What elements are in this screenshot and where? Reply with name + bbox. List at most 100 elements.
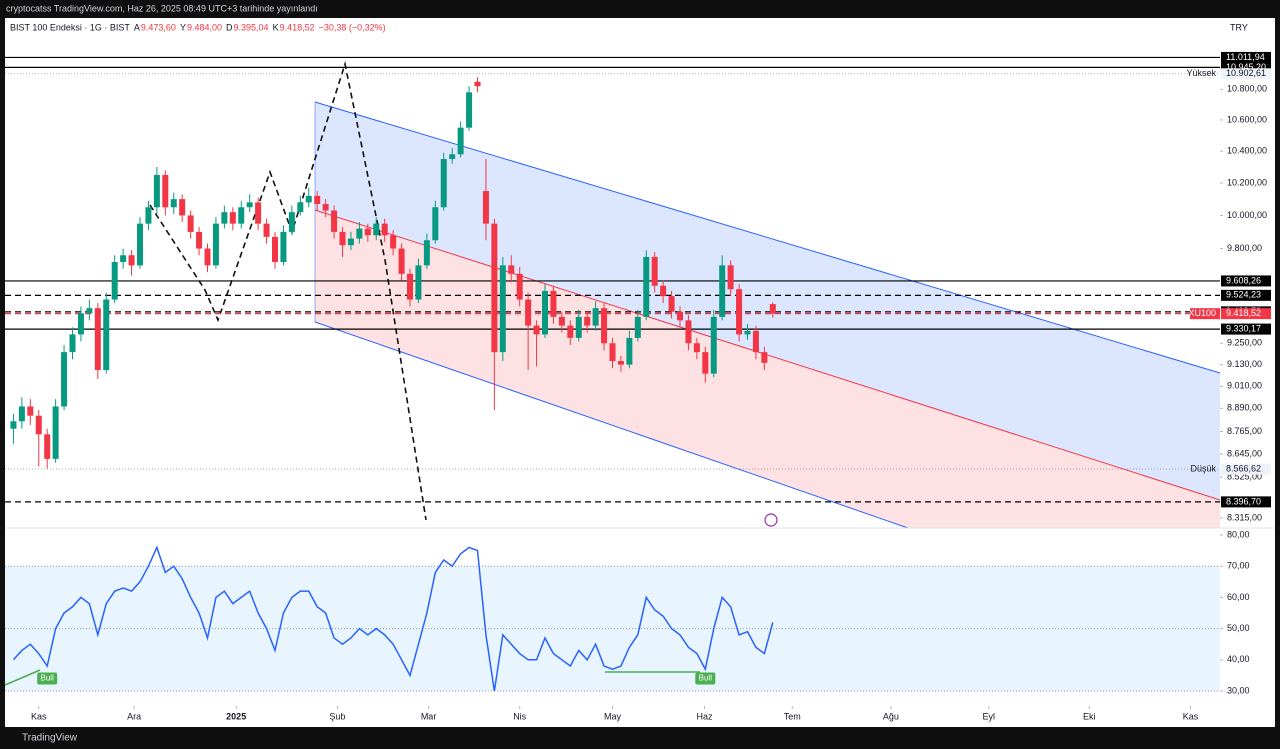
candle-body xyxy=(52,406,59,459)
x-tick-label: Ara xyxy=(127,711,141,721)
y-tick-label: 40,00 xyxy=(1227,654,1250,664)
candle-body xyxy=(466,92,473,128)
candle-body xyxy=(727,265,734,290)
candle-body xyxy=(752,330,759,353)
level-label-box xyxy=(1221,61,1271,73)
y-tick-label: 8.890,00 xyxy=(1227,403,1262,413)
candle-body xyxy=(246,202,253,208)
candle-body xyxy=(61,352,68,407)
level-label: 9.524,23 xyxy=(1226,290,1261,300)
level-tag: XU100 xyxy=(1188,308,1216,318)
candle-body xyxy=(482,191,489,224)
candle-body xyxy=(744,330,751,335)
y-tick-label: 9.250,00 xyxy=(1227,338,1262,348)
candle-body xyxy=(702,352,709,374)
y-tick-label: 9.010,00 xyxy=(1227,381,1262,391)
candle-body xyxy=(314,195,321,205)
candle-body xyxy=(415,265,422,300)
candle-body xyxy=(440,159,447,208)
candle-body xyxy=(153,174,160,208)
candle-body xyxy=(272,236,278,262)
channel-mid xyxy=(314,209,1221,501)
candle-body xyxy=(356,228,363,239)
channel-bottom xyxy=(314,321,909,529)
event-icon[interactable] xyxy=(764,513,778,527)
y-tick-label: 8.765,00 xyxy=(1227,426,1262,436)
candle-body xyxy=(94,308,101,371)
candle-body xyxy=(491,223,498,353)
candle-body xyxy=(255,202,262,224)
level-label-box xyxy=(1221,51,1271,63)
channel-top xyxy=(314,101,1221,374)
candle-body xyxy=(601,308,608,344)
candle-body xyxy=(128,255,135,266)
ohlc-key: Y xyxy=(180,22,186,32)
candle-body xyxy=(364,228,371,236)
y-tick-label: 10.200,00 xyxy=(1227,177,1267,187)
x-tick-label: Şub xyxy=(329,711,345,721)
bull-badge xyxy=(695,672,716,685)
level-label-box xyxy=(1221,496,1271,508)
candle-body xyxy=(677,311,683,321)
level-label-box xyxy=(1221,68,1271,80)
channel-lower-fill xyxy=(315,210,1220,528)
x-tick-label: Nis xyxy=(513,711,526,721)
bull-label: Bull xyxy=(41,674,55,683)
candle-body xyxy=(533,325,540,335)
ohlc-value: 9.418,52 xyxy=(280,22,315,32)
candle-body xyxy=(474,81,481,87)
x-tick-label: Kas xyxy=(31,711,47,721)
candle-body xyxy=(651,256,658,286)
y-tick-label: 10.400,00 xyxy=(1227,146,1267,156)
x-tick-label: Mar xyxy=(421,711,437,721)
candle-body xyxy=(558,316,565,326)
footer-bar xyxy=(0,727,1280,749)
rsi-line xyxy=(12,545,774,692)
x-tick-label: Ağu xyxy=(883,711,899,721)
candle-body xyxy=(77,313,84,335)
y-tick-label: 30,00 xyxy=(1227,685,1250,695)
candle-body xyxy=(179,199,186,216)
level-label-box xyxy=(1221,463,1271,475)
candle-body xyxy=(584,316,591,326)
candle-body xyxy=(305,195,312,203)
level-tag: Yüksek xyxy=(1186,68,1216,78)
x-tick-label: Eyl xyxy=(983,711,996,721)
publish-info: cryptocatss TradingView.com, Haz 26, 202… xyxy=(6,3,318,13)
candle-body xyxy=(499,265,506,353)
candle-body xyxy=(187,215,194,232)
candle-body xyxy=(162,174,169,208)
candle-body xyxy=(10,421,17,429)
candle-body xyxy=(322,204,329,211)
y-tick-label: 10.800,00 xyxy=(1227,84,1267,94)
candle-body xyxy=(575,316,582,338)
level-label: 10.902,61 xyxy=(1226,68,1266,78)
candle-body xyxy=(432,207,439,241)
candle-body xyxy=(69,334,76,353)
y-tick-label: 9.800,00 xyxy=(1227,243,1262,253)
candle-body xyxy=(449,154,456,160)
x-tick-label: 2025 xyxy=(226,711,246,721)
candle-body xyxy=(710,316,717,374)
candle-body xyxy=(719,265,726,317)
level-label: 9.418,52 xyxy=(1226,308,1261,318)
level-label-box xyxy=(1221,275,1271,287)
currency: TRY xyxy=(1230,22,1248,32)
candle-body xyxy=(196,231,203,249)
candle-body xyxy=(407,273,413,300)
candle-body xyxy=(685,320,692,344)
level-label-box xyxy=(1221,323,1271,335)
divergence-line xyxy=(4,669,41,686)
candle-body xyxy=(542,290,548,335)
bull-badge xyxy=(37,672,58,685)
level-label: 8.566,62 xyxy=(1226,463,1261,473)
y-tick-label: 80,00 xyxy=(1227,529,1250,539)
candle-body xyxy=(693,343,700,353)
footer-brand: TradingView xyxy=(22,733,78,744)
y-tick-label: 8.645,00 xyxy=(1227,448,1262,458)
candle-body xyxy=(86,308,93,314)
candle-body xyxy=(626,337,633,365)
candle-body xyxy=(525,299,532,326)
candle-body xyxy=(221,212,228,224)
